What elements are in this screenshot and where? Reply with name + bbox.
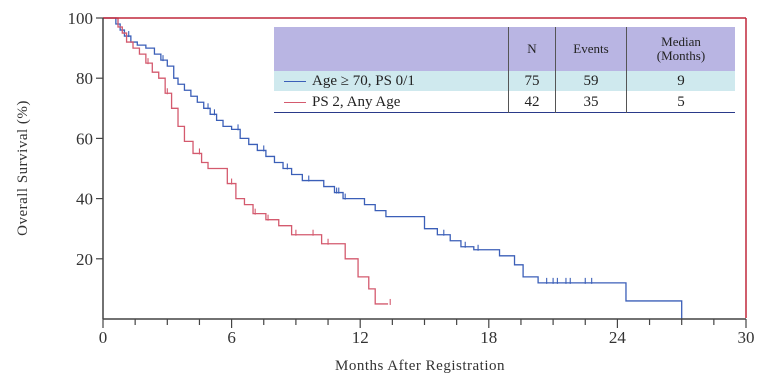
legend-header-events: Events [555,27,627,71]
x-tick-label: 0 [99,328,108,347]
legend-events: 59 [555,70,627,92]
legend-header-n: N [508,27,556,71]
legend-swatch-red [284,101,306,103]
tick-marks [96,17,747,328]
legend-series-name: PS 2, Any Age [312,93,401,110]
legend-events: 35 [555,91,627,113]
x-tick-label: 24 [609,328,627,347]
series-lines [103,17,683,319]
x-tick-labels: 0 6 12 18 24 30 [99,328,755,347]
survival-curve-0 [103,17,683,319]
legend-table: N Events Median (Months) Age ≥ 70, PS 0/… [274,27,735,113]
legend-n: 75 [508,70,556,92]
y-tick-label: 100 [68,9,94,28]
legend-median: 5 [626,91,735,113]
y-tick-label: 60 [76,129,93,148]
x-tick-label: 30 [738,328,755,347]
y-axis-title: Overall Survival (%) [15,100,31,236]
legend-n: 42 [508,91,556,113]
legend-series-name: Age ≥ 70, PS 0/1 [312,72,415,89]
legend-median: 9 [626,70,735,92]
x-tick-label: 18 [480,328,497,347]
legend-header-series [274,27,509,71]
legend-row: PS 2, Any Age 42 35 5 [274,91,735,113]
legend-series-cell: PS 2, Any Age [274,91,509,113]
survival-curve-1 [103,17,389,305]
legend-header-median: Median (Months) [626,27,735,71]
x-tick-label: 12 [352,328,369,347]
legend-series-cell: Age ≥ 70, PS 0/1 [274,70,509,92]
y-tick-label: 80 [76,69,93,88]
x-tick-label: 6 [227,328,236,347]
legend-grid: N Events Median (Months) Age ≥ 70, PS 0/… [274,27,735,113]
x-axis-title: Months After Registration [335,358,505,374]
y-tick-label: 40 [76,190,93,209]
legend-row: Age ≥ 70, PS 0/1 75 59 9 [274,70,735,92]
y-tick-label: 20 [76,250,93,269]
y-tick-labels: 20 40 60 80 100 [68,9,94,269]
legend-swatch-blue [284,80,306,82]
